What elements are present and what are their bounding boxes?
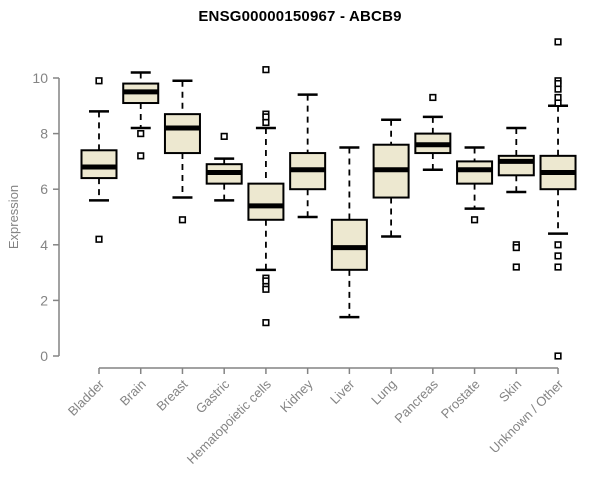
outlier-point (95, 77, 103, 85)
outlier-point (262, 118, 270, 127)
x-tick-label: Unknown / Other (487, 376, 567, 456)
y-tick-label: 2 (40, 292, 48, 308)
x-tick-label: Kidney (277, 376, 316, 415)
outlier-point (137, 152, 145, 160)
outlier-point (429, 93, 437, 102)
box (163, 113, 201, 155)
outlier-point (554, 241, 562, 249)
x-tick-label: Breast (153, 376, 190, 413)
outlier-point (554, 38, 562, 46)
x-tick-label: Lung (368, 377, 399, 408)
outlier-point (554, 85, 562, 93)
outlier-point (554, 263, 562, 271)
y-tick-label: 10 (32, 70, 48, 86)
outlier-point (220, 132, 228, 140)
x-tick-label: Skin (496, 377, 524, 405)
x-tick-label: Prostate (438, 377, 483, 422)
x-tick-label: Liver (327, 376, 358, 407)
outlier-point (178, 216, 187, 224)
outlier-point (512, 243, 520, 252)
x-tick-label: Pancreas (392, 376, 442, 426)
box (247, 182, 285, 221)
x-tick-label: Gastric (193, 376, 233, 416)
outlier-point (262, 285, 270, 293)
box (80, 149, 118, 180)
outlier-point (95, 235, 103, 243)
outlier-point (554, 252, 562, 260)
outlier-point (262, 66, 270, 74)
outlier-point (554, 99, 562, 107)
outlier-point (512, 263, 520, 271)
chart-title: ENSG00000150967 - ABCB9 (198, 8, 402, 25)
outlier-point (554, 352, 562, 360)
outlier-point (137, 130, 145, 138)
box (330, 218, 368, 271)
x-tick-label: Brain (117, 377, 149, 409)
outlier-point (470, 216, 479, 224)
y-tick-label: 4 (40, 237, 48, 253)
outlier-point (262, 319, 270, 327)
x-tick-label: Bladder (65, 376, 108, 419)
box (456, 160, 494, 185)
y-tick-label: 6 (40, 181, 48, 197)
box (497, 154, 535, 177)
y-tick-label: 8 (40, 126, 48, 142)
y-tick-label: 0 (40, 348, 48, 364)
